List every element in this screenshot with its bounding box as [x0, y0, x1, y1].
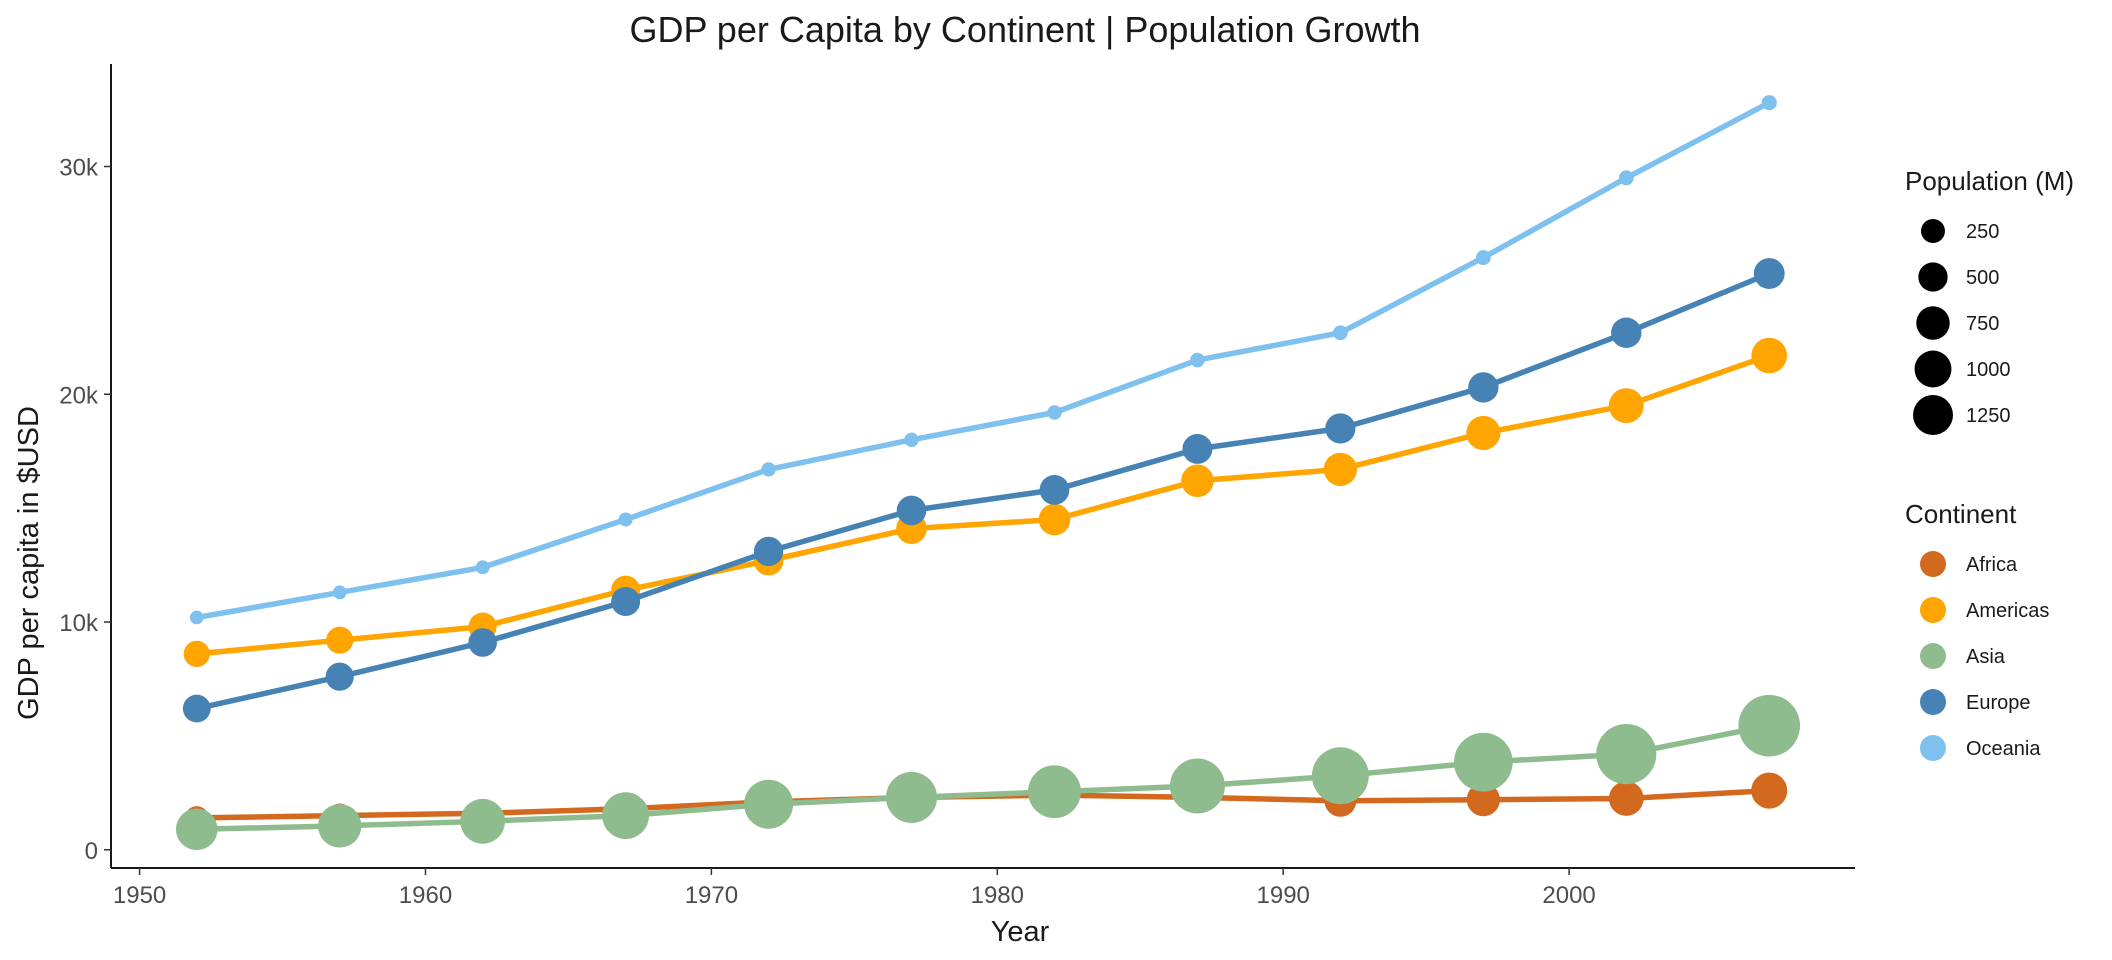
data-point-europe: [1325, 413, 1356, 444]
data-point-americas: [1038, 503, 1071, 536]
legend-size-label: 500: [1966, 267, 1999, 289]
legend-color-key-americas: [1920, 597, 1946, 623]
data-point-europe: [1182, 433, 1213, 464]
series-line-oceania: [194, 99, 1772, 621]
series-line-europe: [194, 270, 1772, 712]
legend-title-population: Population (M): [1905, 166, 2074, 196]
data-point-oceania: [1761, 95, 1777, 111]
x-tick-label: 2000: [1542, 882, 1595, 909]
legend-size-label: 1250: [1966, 405, 2011, 427]
data-point-africa: [1608, 781, 1644, 816]
data-point-asia: [1169, 758, 1225, 814]
legend-size-label: 1000: [1966, 359, 2011, 381]
data-point-asia: [1311, 747, 1369, 805]
legend-size-label: 250: [1966, 221, 1999, 243]
data-point-asia: [886, 771, 938, 823]
legend-color-key-africa: [1920, 551, 1946, 577]
legend-size-label: 750: [1966, 313, 1999, 335]
series-line-americas: [194, 352, 1772, 657]
data-point-europe: [325, 662, 354, 691]
data-point-europe: [1611, 317, 1642, 348]
data-point-americas: [1323, 452, 1358, 487]
y-axis-title: GDP per capita in $USD: [13, 406, 45, 720]
legend-size-key: [1914, 350, 1952, 388]
x-tick-label: 1990: [1257, 882, 1310, 909]
data-point-oceania: [475, 560, 490, 575]
y-tick-label: 20k: [59, 382, 99, 409]
legend-color-label: Asia: [1966, 646, 2006, 668]
data-point-oceania: [618, 512, 633, 527]
data-point-europe: [182, 694, 211, 723]
x-tick-label: 1970: [685, 882, 738, 909]
data-point-asia: [1028, 765, 1081, 819]
data-point-americas: [1608, 388, 1644, 424]
legend-color-key-europe: [1920, 689, 1946, 715]
data-point-oceania: [332, 585, 347, 600]
data-point-oceania: [1190, 352, 1205, 368]
data-point-asia: [1596, 724, 1657, 785]
data-point-asia: [602, 792, 650, 840]
y-tick-label: 0: [85, 838, 98, 865]
data-point-asia: [1453, 732, 1513, 792]
data-point-oceania: [1047, 405, 1062, 420]
legend: Population (M) 250 500 750 1000 1250 Continent…: [1905, 166, 2074, 761]
chart-title: GDP per Capita by Continent | Population…: [629, 9, 1420, 50]
legend-size-key: [1913, 395, 1953, 435]
series-oceania: [189, 95, 1777, 625]
data-point-europe: [468, 628, 497, 657]
data-point-europe: [753, 536, 784, 567]
data-point-oceania: [761, 462, 776, 477]
data-point-europe: [1753, 258, 1785, 289]
legend-size-key: [1921, 219, 1945, 243]
data-point-oceania: [1618, 170, 1634, 186]
data-point-africa: [1466, 783, 1500, 817]
data-point-americas: [326, 626, 354, 654]
data-point-asia: [460, 798, 506, 844]
data-point-europe: [1039, 475, 1070, 505]
legend-size-key: [1918, 262, 1948, 292]
data-point-oceania: [189, 610, 204, 625]
x-axis-title: Year: [991, 916, 1050, 948]
data-point-oceania: [1475, 250, 1491, 266]
data-point-oceania: [1332, 325, 1348, 341]
data-point-asia: [1738, 694, 1801, 757]
data-point-oceania: [904, 432, 919, 447]
legend-color-label: Africa: [1966, 554, 2018, 576]
legend-title-continent: Continent: [1905, 499, 2017, 529]
y-tick-label: 30k: [59, 154, 99, 181]
x-tick-label: 1950: [113, 882, 166, 909]
x-tick-label: 1980: [971, 882, 1024, 909]
data-point-asia: [744, 779, 794, 829]
plot-area: 1950 1960 1970 1980 1990 2000 0 10k 20k 30k: [59, 64, 1855, 909]
data-point-americas: [1751, 337, 1788, 374]
series-asia: [175, 694, 1801, 851]
legend-color-label: Europe: [1966, 692, 2031, 714]
legend-color-key-oceania: [1920, 735, 1946, 761]
data-point-europe: [611, 587, 641, 617]
y-tick-label: 10k: [59, 610, 99, 637]
data-point-americas: [1181, 464, 1214, 498]
legend-color-label: Oceania: [1966, 738, 2041, 760]
data-point-americas: [183, 640, 210, 668]
legend-color-key-asia: [1920, 643, 1946, 669]
x-tick-label: 1960: [399, 882, 452, 909]
legend-size-key: [1916, 306, 1950, 340]
series-europe: [182, 258, 1785, 723]
data-point-americas: [1466, 415, 1501, 451]
legend-color-label: Americas: [1966, 600, 2049, 622]
data-point-europe: [896, 495, 927, 526]
data-point-asia: [318, 804, 362, 848]
data-point-europe: [1468, 372, 1499, 403]
data-point-asia: [175, 808, 218, 851]
data-point-africa: [1751, 772, 1788, 809]
